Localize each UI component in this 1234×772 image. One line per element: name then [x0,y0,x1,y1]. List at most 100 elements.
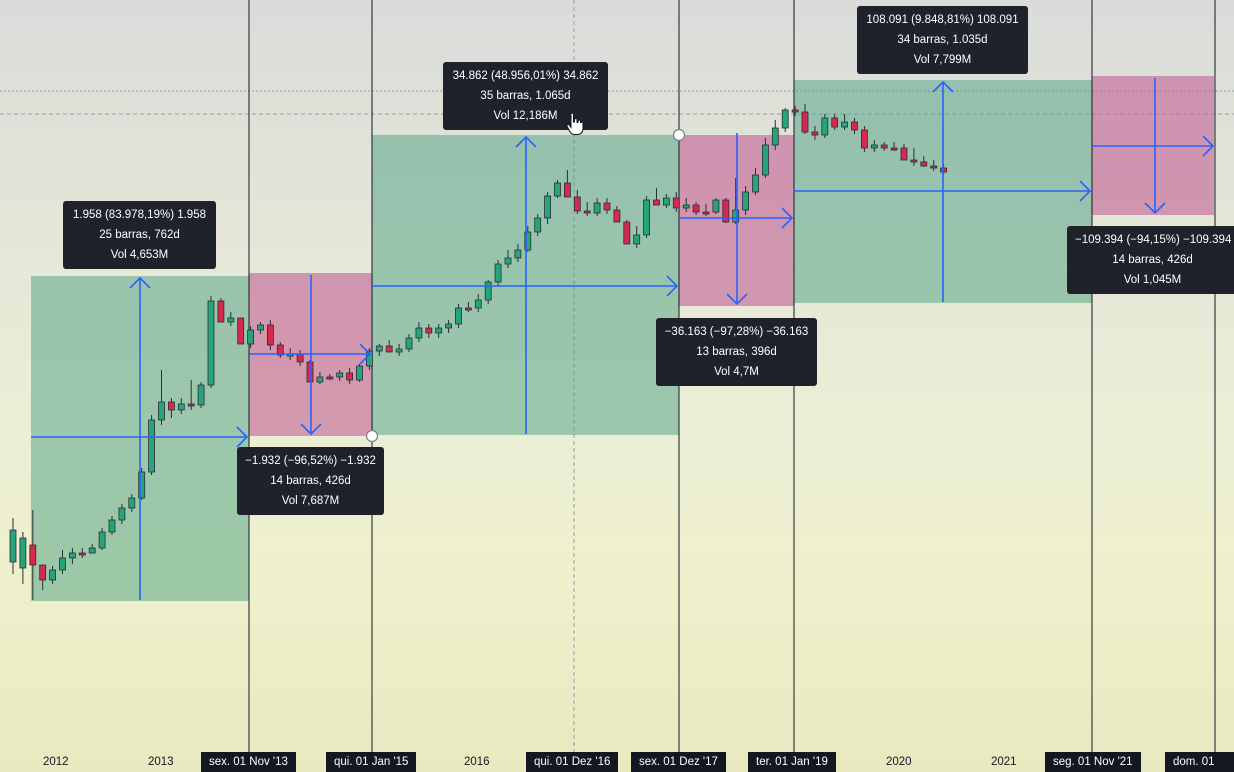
measure-1-volume: Vol 4,653M [110,249,169,261]
arrow-head-right-1 [236,426,249,448]
arrow-head-down-4 [726,293,748,306]
candle [346,368,354,384]
candle [247,326,255,348]
candle [207,296,215,388]
candle [732,178,740,224]
candle [455,304,462,328]
candle [158,370,165,425]
candle [682,198,690,212]
candle [19,532,27,584]
x-tick-2012: 2012 [43,756,69,768]
candle [425,324,433,338]
candle [108,516,116,535]
x-tick-2020: 2020 [886,756,912,768]
measure-arrows [31,78,1215,600]
measure-5-volume: Vol 7,799M [913,54,972,66]
measure-tooltip-6: −109.394 (−94,15%) −109.394 14 barras, 4… [1067,226,1234,294]
measure-1-change: 1.958 (83.978,19%) 1.958 [73,209,206,221]
measure-tooltip-1: 1.958 (83.978,19%) 1.958 25 barras, 762d… [63,201,216,269]
candle [306,360,314,383]
measure-3-change: 34.862 (48.956,01%) 34.862 [452,70,599,82]
measure-6-volume: Vol 1,045M [1123,274,1182,286]
candle [29,510,37,600]
measure-6-change: −109.394 (−94,15%) −109.394 [1075,234,1232,246]
measure-1-bars: 25 barras, 762d [99,229,180,241]
candle [643,196,650,238]
candle [118,504,126,524]
candle [544,192,551,224]
measure-2-change: −1.932 (−96,52%) −1.932 [245,455,376,467]
candle-series [9,104,947,600]
x-marker-dez-16: qui. 01 Dez '16 [526,752,619,772]
candle [148,415,156,475]
candle [49,566,56,584]
x-tick-2013: 2013 [148,756,174,768]
x-marker-jan-19: ter. 01 Jan '19 [748,752,836,772]
hand-cursor-icon [566,112,584,135]
candle [880,142,888,151]
candle [138,468,146,500]
candle [762,138,769,178]
x-marker-jan-15: qui. 01 Jan '15 [326,752,417,772]
x-tick-2016: 2016 [464,756,490,768]
candle [554,180,561,198]
arrow-head-down-2 [300,423,322,436]
candle [59,550,66,574]
candle [237,317,245,345]
x-marker-jan-22: dom. 01 Jan [1165,752,1234,772]
candle [851,118,858,134]
candle [573,190,581,214]
candle [167,398,175,418]
candle [742,186,749,215]
measure-2-bars: 14 barras, 426d [270,475,351,487]
candle [435,324,443,338]
candle [672,192,680,212]
candle [69,548,76,564]
candle [266,320,274,350]
x-tick-2021: 2021 [991,756,1017,768]
candle [177,398,185,414]
candle [257,322,264,334]
measure-4-change: −36.163 (−97,28%) −36.163 [664,326,809,338]
drag-handle-1[interactable] [672,128,686,142]
candle [603,198,611,214]
candle [633,226,641,248]
candle [405,334,413,352]
arrow-head-right-2 [359,343,372,365]
candle [702,204,710,216]
candle [9,518,17,574]
candle [811,126,819,140]
candle [227,312,235,326]
candle [494,260,502,286]
measure-tooltip-5: 108.091 (9.848,81%) 108.091 34 barras, 1… [857,6,1028,74]
candle [474,294,482,312]
candle [415,322,423,342]
measure-tooltip-2: −1.932 (−96,52%) −1.932 14 barras, 426d … [237,447,384,515]
candle [692,202,700,215]
candle [504,250,512,268]
drag-handle-2[interactable] [365,429,379,443]
candle [791,106,799,116]
candle [534,214,542,236]
candle [197,382,205,408]
candle [128,494,136,512]
candle [920,156,928,167]
candle [861,126,868,152]
candle [930,160,938,171]
candle [395,344,403,356]
arrow-head-down-6 [1144,202,1166,215]
x-marker-nov-13: sex. 01 Nov '13 [201,752,296,772]
measure-5-change: 108.091 (9.848,81%) 108.091 [866,14,1019,26]
measure-tooltip-4: −36.163 (−97,28%) −36.163 13 barras, 396… [656,318,817,386]
arrow-head-right-3 [666,275,679,297]
measure-4-bars: 13 barras, 396d [696,346,777,358]
candle [613,206,621,223]
candle [524,226,532,252]
candle [900,144,908,161]
candle [653,188,660,206]
measure-6-bars: 14 barras, 426d [1112,254,1193,266]
drag-handles[interactable] [365,128,686,443]
candle [663,194,670,208]
